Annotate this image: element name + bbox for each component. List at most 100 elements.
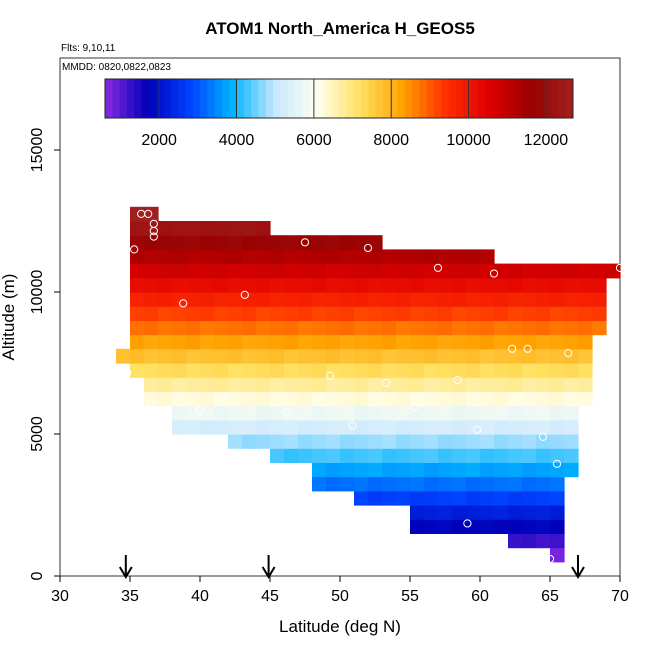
colorbar-segment <box>229 79 238 118</box>
heatmap-cell <box>284 320 299 336</box>
heatmap-cell <box>494 348 509 364</box>
y-tick-label: 0 <box>29 571 46 580</box>
heatmap-cell <box>158 391 173 407</box>
heatmap-cell <box>200 306 215 321</box>
colorbar-segment <box>390 79 398 118</box>
data-point <box>130 245 139 254</box>
heatmap-cell <box>536 292 551 307</box>
heatmap-cell <box>144 277 159 293</box>
heatmap-cell <box>242 391 257 407</box>
heatmap-cell <box>256 377 271 392</box>
heatmap-cell <box>270 277 285 293</box>
heatmap-cell <box>480 419 495 435</box>
heatmap-cell <box>214 334 229 350</box>
colorbar-segment <box>280 79 289 118</box>
heatmap-cell <box>284 419 299 435</box>
heatmap-cell <box>480 306 495 321</box>
x-tick-label: 35 <box>121 588 139 605</box>
heatmap-cell <box>438 348 453 364</box>
heatmap-cell <box>410 448 425 463</box>
colorbar-segment <box>558 79 567 118</box>
heatmap-cell <box>396 476 411 492</box>
heatmap-cell <box>410 348 425 364</box>
x-tick-label: 60 <box>471 588 489 605</box>
heatmap-cell <box>396 348 411 364</box>
heatmap-cell <box>298 377 313 392</box>
heatmap-cell <box>186 263 201 279</box>
heatmap-cell <box>410 334 425 350</box>
heatmap-cell <box>536 519 551 534</box>
heatmap-cell <box>578 306 593 321</box>
heatmap-cell <box>452 419 467 435</box>
heatmap-cell <box>214 348 229 364</box>
heatmap-cell <box>550 505 565 520</box>
heatmap-cell <box>312 476 327 492</box>
colorbar: 2000 4000 6000 8000 10000 12000 <box>104 78 574 149</box>
heatmap-cell <box>508 419 523 435</box>
colorbar-segment <box>426 79 435 118</box>
heatmap-cell <box>480 391 495 407</box>
colorbar-tick-label: 12000 <box>524 132 569 149</box>
heatmap-cell <box>242 363 257 378</box>
heatmap-cell <box>452 263 467 279</box>
heatmap-cell <box>312 462 327 478</box>
heatmap-cell <box>326 306 341 321</box>
heatmap-cell <box>424 363 439 378</box>
heatmap-cell <box>312 377 327 392</box>
heatmap-cell <box>522 505 537 520</box>
heatmap-cell <box>480 363 495 378</box>
heatmap-cell <box>522 391 537 407</box>
heatmap-cell <box>424 476 439 492</box>
heatmap-cell <box>116 348 131 364</box>
heatmap-cell <box>480 448 495 463</box>
heatmap-cell <box>130 306 145 321</box>
heatmap-cell <box>550 306 565 321</box>
heatmap-cell <box>494 505 509 520</box>
heatmap-cell <box>550 462 565 478</box>
heatmap-cell <box>452 348 467 364</box>
heatmap-cell <box>396 419 411 435</box>
heatmap-cell <box>256 263 271 279</box>
heatmap-cell <box>158 377 173 392</box>
heatmap-cell <box>508 505 523 520</box>
heatmap-cell <box>368 434 383 449</box>
heatmap-cell <box>354 292 369 307</box>
colorbar-segment <box>222 79 230 118</box>
heatmap-cell <box>284 235 299 250</box>
colorbar-segment <box>346 79 355 118</box>
data-point <box>179 299 188 308</box>
heatmap-cell <box>410 405 425 421</box>
colorbar-segment <box>265 79 274 118</box>
heatmap-cell <box>382 405 397 421</box>
colorbar-segment <box>477 79 486 118</box>
heatmap-cell <box>550 377 565 392</box>
heatmap-cell <box>228 377 243 392</box>
x-tick-label: 30 <box>51 588 69 605</box>
heatmap-cell <box>186 419 201 435</box>
heatmap-cell <box>522 476 537 492</box>
heatmap-cell <box>564 320 579 336</box>
heatmap-cell <box>340 277 355 293</box>
heatmap-cell <box>452 277 467 293</box>
heatmap-cell <box>382 391 397 407</box>
data-point <box>282 408 291 417</box>
heatmap-cell <box>298 263 313 279</box>
heatmap-cell <box>494 434 509 449</box>
heatmap-cell <box>270 235 285 250</box>
heatmap-cell <box>410 434 425 449</box>
heatmap-cell <box>382 306 397 321</box>
heatmap-cell <box>242 348 257 364</box>
colorbar-segment <box>353 79 362 118</box>
heatmap-cell <box>550 490 565 506</box>
x-tick-label: 40 <box>191 588 209 605</box>
data-point <box>473 425 482 434</box>
heatmap-cell <box>480 434 495 449</box>
heatmap-cell <box>522 448 537 463</box>
heatmap-cell <box>340 348 355 364</box>
heatmap-cell <box>326 277 341 293</box>
heatmap-cell <box>382 490 397 506</box>
heatmap-cell <box>298 419 313 435</box>
heatmap-cell <box>578 320 593 336</box>
heatmap-cell <box>242 334 257 350</box>
heatmap-cell <box>284 391 299 407</box>
